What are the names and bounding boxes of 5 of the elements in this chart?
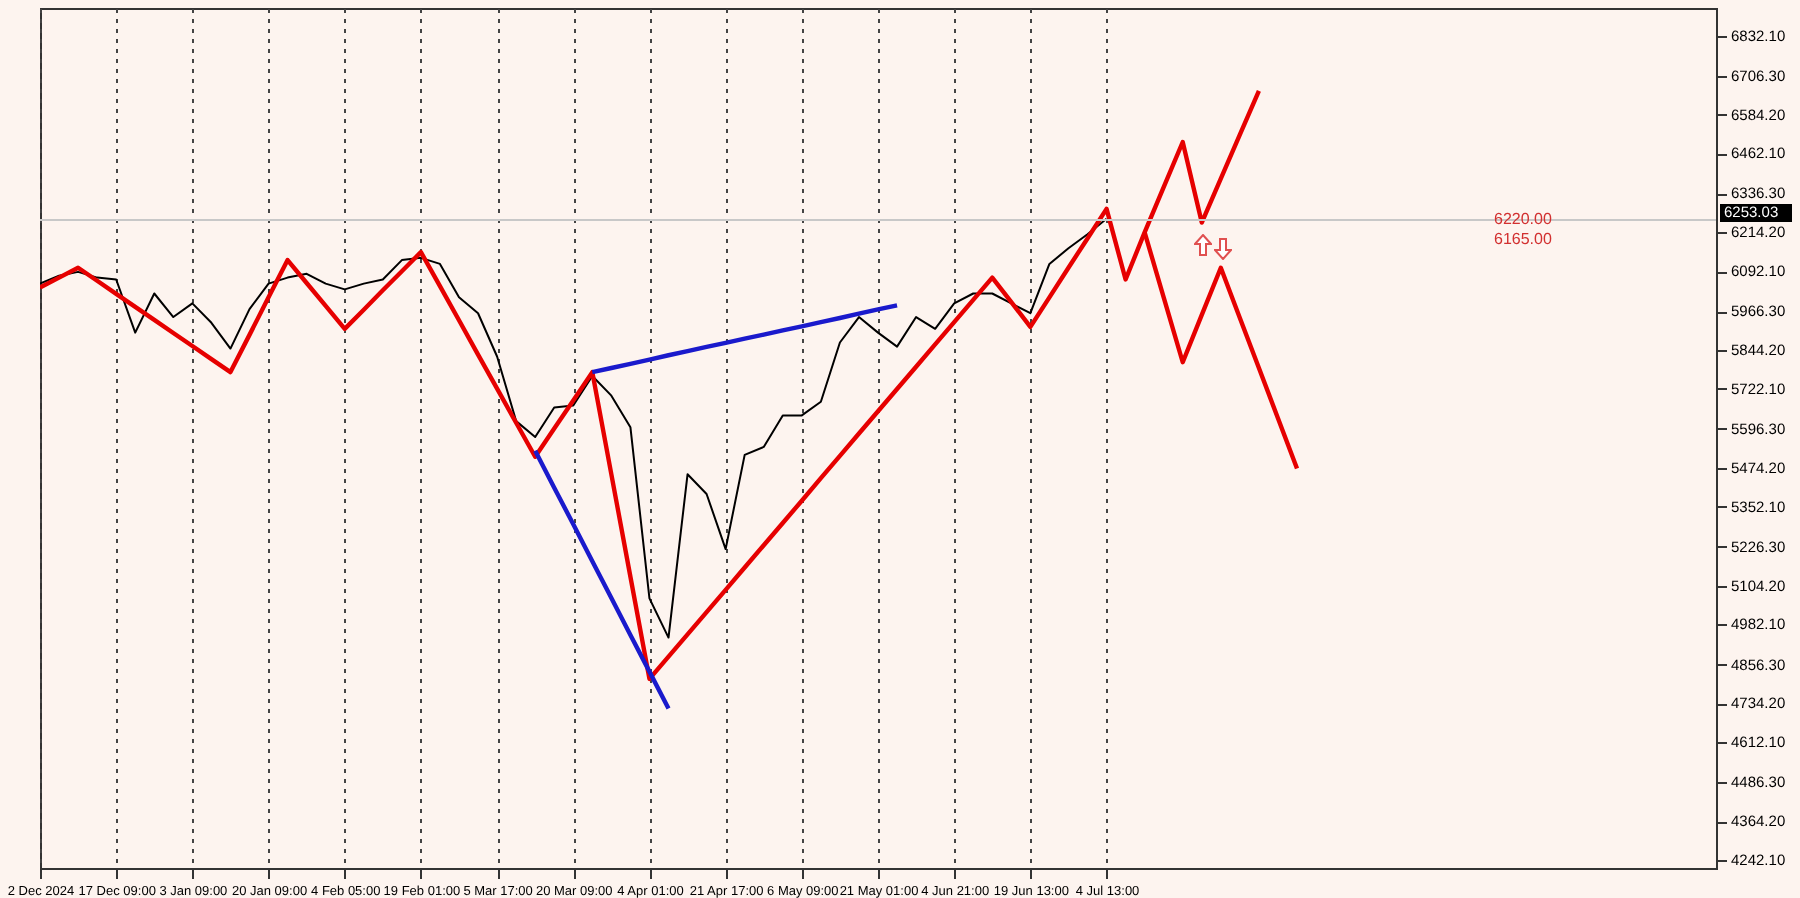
line-series	[532, 448, 671, 711]
line-series	[40, 217, 1108, 639]
line-series	[590, 303, 900, 375]
annotation: 6220.00	[1494, 210, 1553, 228]
annotation: 6165.00	[1494, 230, 1553, 248]
